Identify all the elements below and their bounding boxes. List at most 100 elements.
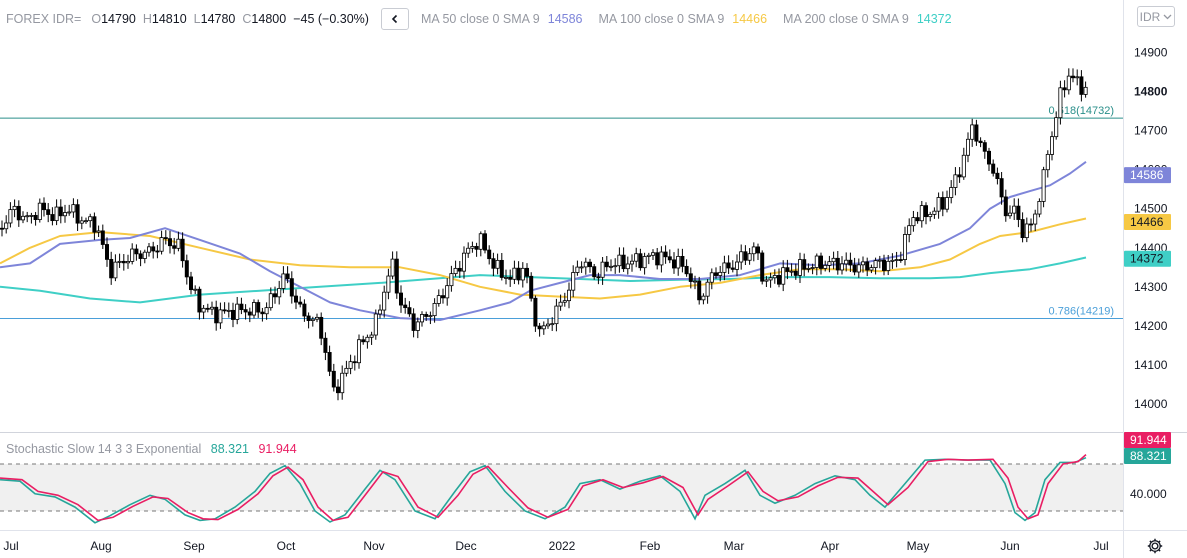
candle[interactable] [503, 269, 508, 285]
candle[interactable] [1003, 189, 1008, 222]
candle[interactable] [743, 245, 748, 265]
candle[interactable] [718, 265, 723, 282]
candle[interactable] [600, 257, 605, 285]
candle[interactable] [567, 282, 572, 309]
candle[interactable] [88, 213, 93, 228]
candle[interactable] [176, 231, 181, 252]
candle[interactable] [541, 321, 546, 335]
candle[interactable] [882, 254, 887, 276]
candle[interactable] [525, 263, 530, 284]
candle[interactable] [251, 299, 256, 319]
candle[interactable] [625, 256, 630, 275]
candle[interactable] [230, 302, 235, 328]
candle[interactable] [134, 244, 139, 261]
candle[interactable] [264, 302, 269, 320]
candle[interactable] [1054, 111, 1059, 140]
candle[interactable] [1029, 218, 1034, 232]
candle[interactable] [667, 249, 672, 264]
candle[interactable] [470, 241, 475, 253]
candle[interactable] [1016, 198, 1021, 228]
candle[interactable] [348, 354, 353, 375]
candle[interactable] [613, 258, 618, 274]
candle[interactable] [474, 242, 479, 257]
candle[interactable] [495, 253, 500, 275]
candle[interactable] [961, 147, 966, 180]
candle[interactable] [445, 278, 450, 306]
candle[interactable] [659, 246, 664, 273]
candle[interactable] [1071, 68, 1076, 83]
candle[interactable] [516, 261, 521, 285]
candle[interactable] [298, 296, 303, 308]
candle[interactable] [558, 294, 563, 311]
candle[interactable] [361, 335, 366, 345]
candle[interactable] [403, 297, 408, 314]
candle[interactable] [117, 253, 122, 268]
candle[interactable] [953, 167, 958, 196]
candle[interactable] [180, 232, 185, 268]
candle[interactable] [520, 262, 525, 288]
candle[interactable] [428, 311, 433, 325]
candle[interactable] [398, 285, 403, 313]
candle[interactable] [604, 255, 609, 272]
candle[interactable] [411, 308, 416, 338]
currency-button[interactable]: IDR [1137, 6, 1175, 27]
candle[interactable] [722, 255, 727, 281]
candle[interactable] [390, 251, 395, 280]
candle[interactable] [424, 311, 429, 321]
ma200-line[interactable] [0, 256, 1087, 304]
candle[interactable] [1012, 198, 1017, 221]
candle[interactable] [113, 254, 118, 282]
candle[interactable] [798, 252, 803, 283]
candle[interactable] [873, 257, 878, 275]
candle[interactable] [109, 251, 114, 285]
candle[interactable] [936, 192, 941, 219]
candle[interactable] [1058, 80, 1063, 125]
candle[interactable] [96, 225, 101, 237]
candle[interactable] [890, 253, 895, 269]
candle[interactable] [365, 334, 370, 349]
candle[interactable] [924, 202, 929, 225]
candle[interactable] [617, 247, 622, 273]
candle[interactable] [1008, 205, 1013, 219]
candle[interactable] [499, 252, 504, 281]
candle[interactable] [394, 251, 399, 299]
candle[interactable] [310, 316, 315, 327]
candle[interactable] [903, 226, 908, 266]
candle[interactable] [63, 204, 68, 223]
candle[interactable] [638, 248, 643, 271]
candle[interactable] [419, 311, 424, 327]
candle[interactable] [1062, 80, 1067, 98]
candle[interactable] [415, 317, 420, 339]
gear-icon[interactable] [1146, 537, 1164, 555]
candle[interactable] [163, 230, 168, 245]
candle[interactable] [331, 363, 336, 392]
candle[interactable] [751, 242, 756, 262]
candle[interactable] [369, 331, 374, 345]
candle[interactable] [840, 256, 845, 275]
candle[interactable] [293, 289, 298, 310]
candle[interactable] [844, 252, 849, 272]
candle[interactable] [663, 245, 668, 264]
ma200-label[interactable]: MA 200 close 0 SMA 9 [783, 12, 909, 26]
candle[interactable] [911, 210, 916, 232]
candle[interactable] [268, 287, 273, 311]
candle[interactable] [1079, 70, 1084, 102]
candle[interactable] [478, 231, 483, 257]
ma50-label[interactable]: MA 50 close 0 SMA 9 [420, 12, 540, 26]
candle[interactable] [735, 254, 740, 277]
candle[interactable] [235, 296, 240, 325]
candle[interactable] [352, 355, 357, 371]
candle[interactable] [487, 245, 492, 265]
candle[interactable] [193, 285, 198, 295]
candle[interactable] [550, 317, 555, 331]
candle[interactable] [151, 241, 156, 259]
candle[interactable] [583, 257, 588, 275]
candle[interactable] [693, 275, 698, 290]
candle[interactable] [491, 252, 496, 277]
candle[interactable] [449, 265, 454, 292]
candle[interactable] [676, 248, 681, 276]
candle[interactable] [58, 199, 63, 224]
candle[interactable] [461, 246, 466, 279]
candle[interactable] [79, 216, 84, 230]
candle[interactable] [382, 285, 387, 318]
